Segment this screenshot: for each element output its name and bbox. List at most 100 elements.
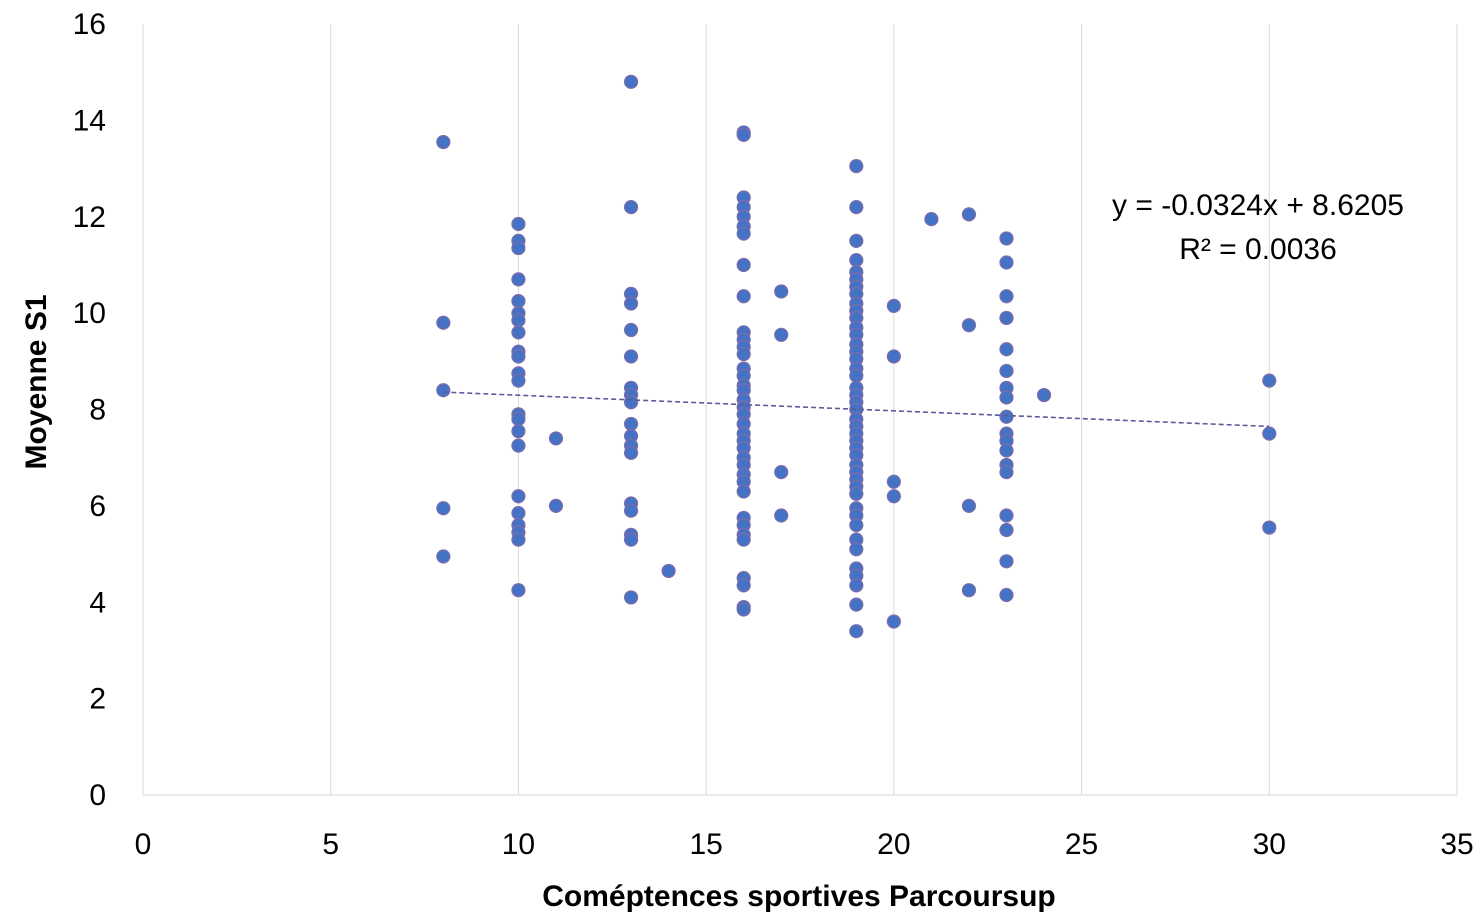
scatter-point (999, 289, 1014, 304)
y-tick-label: 0 (89, 779, 106, 812)
scatter-point (849, 159, 864, 174)
scatter-point (886, 614, 901, 629)
scatter-point (849, 368, 864, 383)
scatter-point (623, 395, 639, 410)
scatter-point (999, 310, 1014, 326)
scatter-point (849, 518, 864, 533)
y-axis-title: Moyenne S1 (20, 294, 53, 469)
scatter-point (736, 226, 751, 241)
scatter-point (623, 74, 639, 89)
scatter-point (511, 424, 526, 439)
x-tick-label: 10 (502, 828, 535, 861)
trendline (443, 391, 1270, 428)
scatter-point (849, 233, 864, 248)
scatter-point (623, 296, 639, 311)
scatter-point (511, 325, 526, 340)
y-tick-label: 10 (73, 297, 106, 330)
scatter-point (511, 489, 526, 504)
scatter-point (849, 542, 864, 557)
scatter-point (623, 349, 639, 364)
scatter-point (999, 554, 1014, 569)
y-tick-label: 16 (73, 8, 106, 41)
scatter-point (511, 506, 526, 521)
y-tick-label: 14 (73, 104, 106, 137)
scatter-point (999, 255, 1014, 270)
x-axis-title: Coméptences sportives Parcoursup (542, 880, 1056, 913)
scatter-point (961, 207, 977, 222)
scatter-point (849, 578, 864, 593)
scatter-point (736, 289, 751, 304)
y-tick-label: 6 (89, 490, 106, 523)
scatter-point (849, 200, 864, 215)
scatter-point (1262, 426, 1277, 441)
axis-layer (142, 24, 1457, 796)
x-tick-label: 20 (877, 828, 910, 861)
scatter-point (736, 346, 751, 362)
scatter-point (924, 212, 939, 227)
trendline-equation-label: y = -0.0324x + 8.6205 (1112, 189, 1404, 222)
scatter-point (436, 501, 451, 516)
scatter-point (623, 200, 639, 215)
scatter-point (999, 342, 1014, 357)
y-tick-label: 8 (89, 394, 106, 427)
scatter-point (623, 416, 639, 432)
scatter-point (623, 503, 639, 518)
scatter-point (436, 549, 451, 564)
scatter-point (999, 363, 1014, 379)
scatter-point (961, 583, 977, 598)
scatter-point (511, 216, 526, 232)
scatter-point (436, 315, 451, 330)
scatter-point (849, 486, 864, 501)
scatter-point (511, 373, 526, 388)
scatter-point (886, 474, 901, 489)
scatter-point (511, 412, 526, 427)
scatter-point (548, 498, 564, 513)
scatter-point (511, 583, 526, 598)
grid-layer (330, 24, 1458, 795)
x-tick-label: 15 (689, 828, 722, 861)
scatter-point (1036, 387, 1052, 403)
scatter-point (999, 522, 1014, 538)
x-tick-label: 5 (322, 828, 339, 861)
y-tick-label: 2 (89, 683, 106, 716)
x-tick-label: 35 (1440, 828, 1473, 861)
scatter-point (436, 383, 451, 398)
scatter-point (511, 293, 526, 309)
trendline-r2-label: R² = 0.0036 (1179, 233, 1337, 266)
scatter-point (623, 322, 639, 338)
scatter-point (774, 465, 789, 480)
scatter-point (774, 284, 789, 299)
scatter-point (999, 508, 1014, 523)
scatter-point (999, 465, 1014, 480)
scatter-point (999, 390, 1014, 405)
scatter-point (623, 532, 639, 547)
scatter-point (623, 590, 639, 605)
scatter-point (774, 508, 789, 523)
scatter-point (736, 257, 751, 273)
scatter-point (999, 443, 1014, 458)
scatter-point (736, 484, 751, 499)
scatter-point (1262, 373, 1277, 388)
scatter-point (736, 578, 751, 593)
scatter-point (736, 602, 751, 617)
scatter-point (511, 240, 526, 256)
x-tick-label: 30 (1253, 828, 1286, 861)
scatter-point (1262, 520, 1277, 535)
scatter-point (511, 313, 526, 328)
scatter-point (886, 298, 901, 313)
x-tick-label: 25 (1065, 828, 1098, 861)
scatter-point (849, 253, 864, 268)
scatter-point (961, 318, 977, 333)
scatter-point (623, 445, 639, 460)
scatter-point (736, 532, 751, 547)
trendline-layer (443, 391, 1270, 428)
x-tick-label: 0 (135, 828, 152, 861)
scatter-point (849, 597, 864, 612)
scatter-point (849, 624, 864, 639)
scatter-point (999, 587, 1014, 603)
scatter-point (999, 231, 1014, 246)
label-layer: 0 5 10 15 20 25 30 35 0 2 4 6 8 10 12 14 16 (73, 8, 1474, 861)
scatter-point (999, 409, 1014, 424)
scatter-point (511, 532, 526, 547)
